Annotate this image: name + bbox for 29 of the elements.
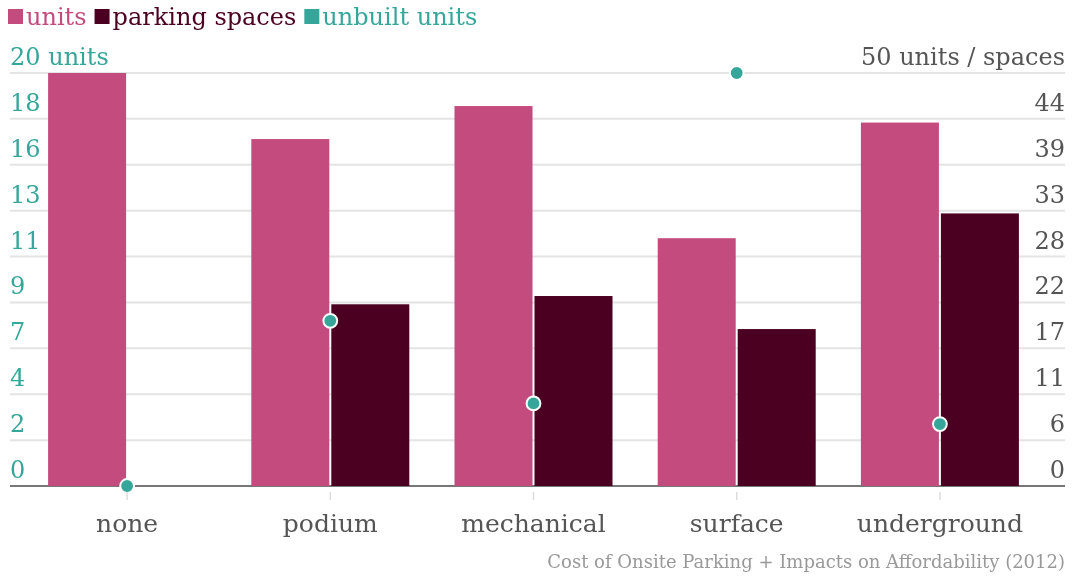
y-tick-label: 7 (10, 318, 26, 347)
y2-tick-label: 6 (1049, 410, 1065, 439)
y-tick-label: 11 (10, 226, 41, 255)
y-tick-label: 20 units (10, 43, 109, 71)
y2-tick-label: 44 (1034, 88, 1065, 117)
y2-tick-label: 33 (1034, 180, 1065, 209)
x-tick-label: underground (856, 509, 1023, 538)
text: Cost of Onsite Parking + Impacts on Affordability (2012) (547, 551, 1065, 572)
x-tick-label: none (96, 509, 159, 538)
y-tick-label: 0 (10, 456, 26, 484)
legend-label: unbuilt units (322, 3, 478, 31)
y2-tick-label: 50 units / spaces (860, 43, 1065, 71)
y-tick-label: 4 (10, 364, 26, 393)
y2-tick-label: 28 (1034, 226, 1065, 255)
y2-tick-label: 22 (1034, 272, 1065, 301)
x-tick-label: mechanical (461, 509, 606, 538)
legend-label: units (26, 3, 87, 31)
y-tick-label: 2 (10, 410, 26, 439)
x-tick-label: surface (689, 509, 784, 538)
x-tick-label: podium (282, 509, 379, 538)
y2-tick-label: 0 (1049, 456, 1065, 484)
legend-label: parking spaces (112, 3, 297, 31)
y-tick-label: 16 (10, 134, 41, 163)
y2-tick-label: 11 (1034, 364, 1065, 393)
y-tick-label: 18 (10, 88, 41, 117)
y-tick-label: 13 (10, 180, 41, 209)
y2-tick-label: 39 (1034, 134, 1065, 163)
y-tick-label: 9 (10, 272, 26, 301)
y2-tick-label: 17 (1034, 318, 1065, 347)
